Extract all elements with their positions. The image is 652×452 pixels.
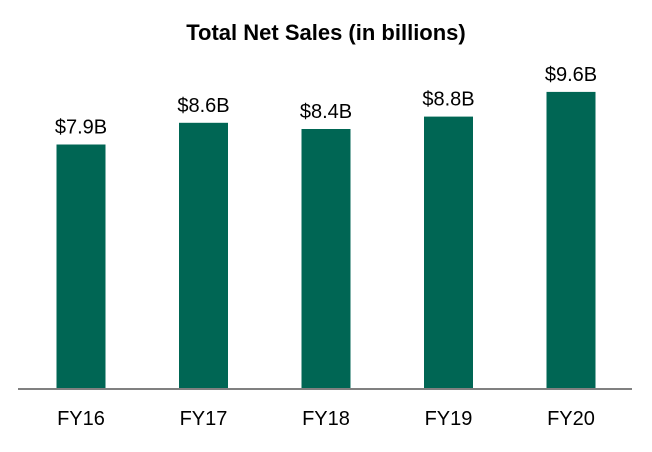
tick-labels-layer: FY16 FY17 FY18 FY19 FY20 xyxy=(57,408,595,430)
bar-fy18 xyxy=(301,129,351,389)
bars-layer xyxy=(56,91,596,390)
data-label-fy16: $7.9B xyxy=(55,117,107,139)
bar-fy19 xyxy=(424,116,473,389)
data-labels-layer: $7.9B $8.6B $8.4B $8.8B $9.6B xyxy=(55,64,597,139)
data-label-fy20: $9.6B xyxy=(545,64,597,86)
data-label-fy17: $8.6B xyxy=(177,95,229,117)
x-tick-label-fy19: FY19 xyxy=(425,408,473,430)
x-tick-label-fy17: FY17 xyxy=(180,408,228,430)
bar-fy20 xyxy=(546,91,596,390)
chart-title: Total Net Sales (in billions) xyxy=(186,20,466,45)
x-tick-label-fy20: FY20 xyxy=(547,408,595,430)
bar-fy16 xyxy=(56,144,106,389)
x-tick-label-fy18: FY18 xyxy=(302,408,350,430)
bar-fy17 xyxy=(179,122,228,390)
data-label-fy18: $8.4B xyxy=(300,101,352,123)
data-label-fy19: $8.8B xyxy=(422,89,474,111)
x-tick-label-fy16: FY16 xyxy=(57,408,105,430)
